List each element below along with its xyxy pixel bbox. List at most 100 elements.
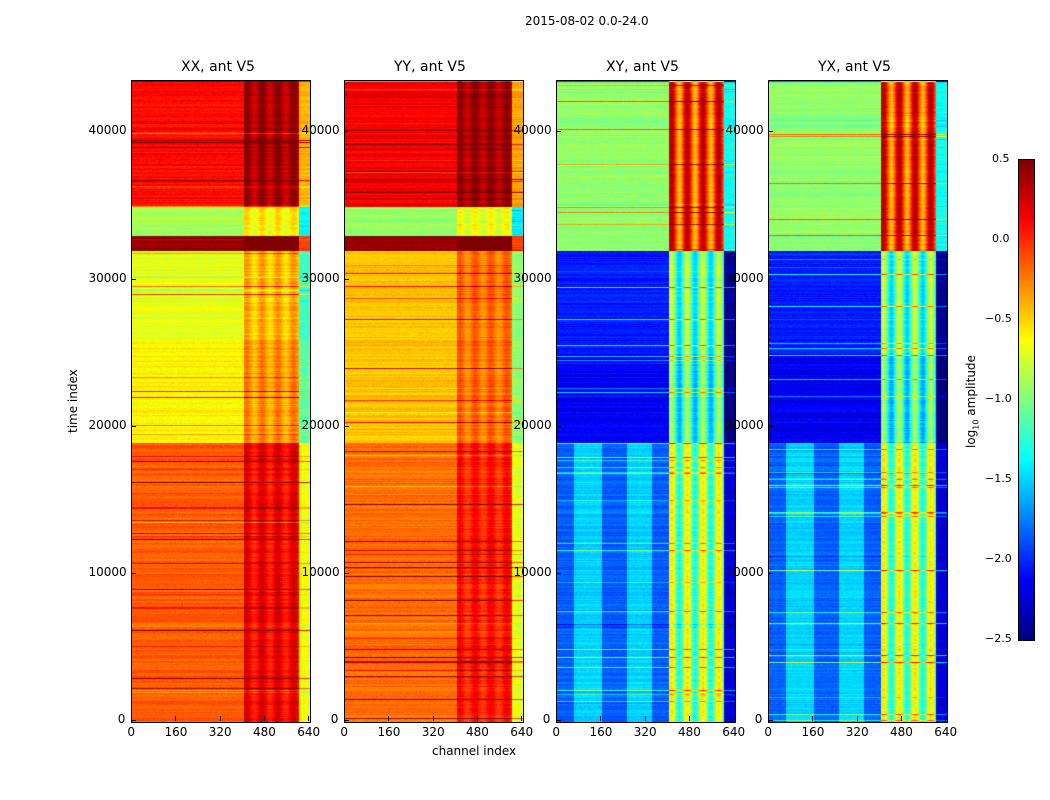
y-tick-label: 10000 [513, 564, 552, 579]
colorbar-tick-label: −1.5 [985, 472, 1012, 485]
y-tick-label: 20000 [513, 417, 552, 432]
x-tick-label: 160 [164, 725, 188, 739]
x-tick-label: 640 [297, 725, 321, 739]
heatmap-panel [768, 80, 948, 723]
panel-title: YX, ant V5 [818, 59, 891, 75]
colorbar-label-rest: amplitude [964, 355, 978, 420]
y-tick-label: 20000 [301, 417, 340, 432]
x-tick-label: 320 [208, 725, 232, 739]
y-tick [556, 572, 561, 574]
x-tick-label: 640 [934, 725, 958, 739]
y-tick [768, 278, 773, 280]
x-tick [812, 716, 814, 721]
y-tick-label: 20000 [88, 417, 127, 432]
panel-title: YY, ant V5 [394, 59, 466, 75]
y-tick [131, 572, 136, 574]
heatmap-panel [556, 80, 736, 723]
x-tick [175, 716, 177, 721]
x-tick-label: 480 [252, 725, 276, 739]
x-tick-label: 640 [722, 725, 746, 739]
x-tick [945, 716, 946, 721]
x-tick-label: 320 [421, 725, 445, 739]
y-tick-label: 30000 [88, 270, 127, 285]
x-tick [308, 716, 309, 721]
x-tick [344, 716, 345, 721]
x-tick [432, 716, 434, 721]
x-tick-label: 160 [801, 725, 825, 739]
y-tick-label: 30000 [513, 270, 552, 285]
x-tick [900, 716, 902, 721]
heatmap-panel [344, 80, 524, 723]
x-tick [263, 716, 265, 721]
y-tick-label: 40000 [301, 123, 340, 138]
colorbar-tick-label: −0.5 [985, 312, 1012, 325]
x-tick [521, 716, 522, 721]
x-tick-label: 0 [127, 725, 136, 739]
y-tick-label: 20000 [725, 417, 764, 432]
y-tick-label: 30000 [725, 270, 764, 285]
y-tick [768, 425, 773, 427]
y-tick [131, 131, 136, 133]
y-axis-label: time index [66, 369, 80, 433]
x-tick-label: 480 [465, 725, 489, 739]
y-tick [344, 131, 349, 133]
colorbar-tick-label: 0.0 [992, 232, 1010, 245]
y-tick [556, 425, 561, 427]
y-tick-label: 0 [117, 712, 126, 726]
x-tick-label: 160 [589, 725, 613, 739]
x-tick [688, 716, 690, 721]
panel-title: XX, ant V5 [181, 59, 255, 75]
y-tick-label: 40000 [725, 123, 764, 138]
x-tick [219, 716, 221, 721]
x-tick-label: 0 [340, 725, 349, 739]
x-tick [388, 716, 390, 721]
y-tick [344, 425, 349, 427]
colorbar-label-sub: 10 [971, 419, 981, 430]
x-axis-label: channel index [432, 744, 517, 758]
x-tick-label: 320 [845, 725, 869, 739]
panel-title: XY, ant V5 [606, 59, 679, 75]
heatmap-panel [131, 80, 311, 723]
colorbar-tick-label: 0.5 [992, 152, 1010, 165]
y-tick [344, 572, 349, 574]
x-tick [600, 716, 602, 721]
x-tick-label: 640 [510, 725, 534, 739]
y-tick-label: 0 [330, 712, 339, 726]
x-tick-label: 320 [633, 725, 657, 739]
y-tick-label: 10000 [301, 564, 340, 579]
y-tick-label: 40000 [513, 123, 552, 138]
y-tick-label: 30000 [301, 270, 340, 285]
x-tick-label: 160 [377, 725, 401, 739]
colorbar-label-main: log [964, 429, 978, 448]
x-tick [476, 716, 478, 721]
y-tick [768, 131, 773, 133]
y-tick [131, 720, 136, 721]
colorbar-tick-label: −2.0 [985, 552, 1012, 565]
y-tick [344, 278, 349, 280]
y-tick [768, 720, 773, 721]
x-tick [644, 716, 646, 721]
x-tick [733, 716, 734, 721]
y-tick-label: 10000 [725, 564, 764, 579]
y-tick [131, 278, 136, 280]
colorbar-tick-label: −2.5 [985, 632, 1012, 645]
figure-title: 2015-08-02 0.0-24.0 [525, 14, 649, 28]
y-tick [556, 278, 561, 280]
y-tick-label: 40000 [88, 123, 127, 138]
x-tick-label: 0 [764, 725, 773, 739]
y-tick-label: 0 [542, 712, 551, 726]
x-tick-label: 0 [552, 725, 561, 739]
y-tick [344, 720, 349, 721]
colorbar-tick-label: −1.0 [985, 392, 1012, 405]
x-tick-label: 480 [677, 725, 701, 739]
x-tick-label: 480 [889, 725, 913, 739]
y-tick [131, 425, 136, 427]
x-tick [768, 716, 769, 721]
y-tick [556, 131, 561, 133]
x-tick [556, 716, 557, 721]
colorbar [1018, 159, 1035, 641]
y-tick [768, 572, 773, 574]
y-tick-label: 0 [754, 712, 763, 726]
y-tick-label: 10000 [88, 564, 127, 579]
